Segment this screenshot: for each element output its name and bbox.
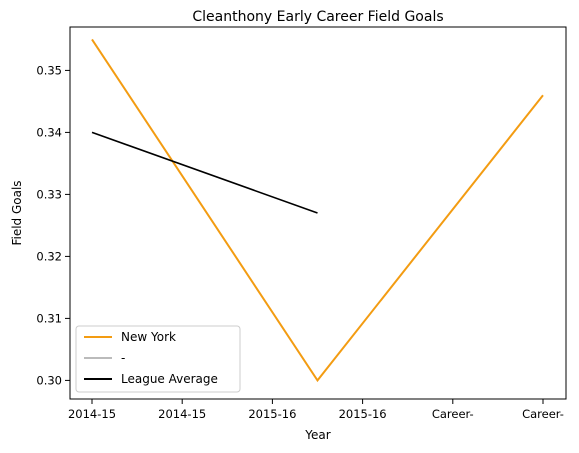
y-tick-label: 0.31 (36, 311, 62, 325)
legend-label: - (121, 351, 125, 365)
y-tick-label: 0.30 (36, 373, 62, 387)
series-line-2 (91, 131, 318, 214)
y-axis: 0.30 0.31 0.32 0.33 0.34 0.35 (36, 63, 70, 387)
series-line-0 (91, 38, 544, 383)
y-tick-label: 0.34 (36, 125, 62, 139)
x-tick-label: 2014-15 (158, 407, 206, 421)
x-tick-label: Career- (522, 407, 564, 421)
x-tick-label: Career- (432, 407, 474, 421)
y-axis-label: Field Goals (10, 180, 24, 245)
plot-area (69, 26, 567, 400)
x-axis: 2014-15 2014-15 2015-16 2015-16 Career- Caree… (68, 399, 564, 421)
legend: New York - League Average (75, 325, 241, 393)
y-tick-label: 0.33 (36, 187, 62, 201)
chart-title: Cleanthony Early Career Field Goals (192, 9, 443, 25)
legend-label: New York (121, 330, 176, 344)
x-axis-label: Year (304, 428, 330, 442)
y-tick-label: 0.35 (36, 63, 62, 77)
legend-box (75, 325, 241, 393)
y-tick-label: 0.32 (36, 249, 62, 263)
x-tick-label: 2015-16 (339, 407, 387, 421)
series-layer (91, 38, 544, 383)
legend-label: League Average (121, 372, 218, 386)
x-tick-label: 2015-16 (248, 407, 296, 421)
x-tick-label: 2014-15 (68, 407, 116, 421)
